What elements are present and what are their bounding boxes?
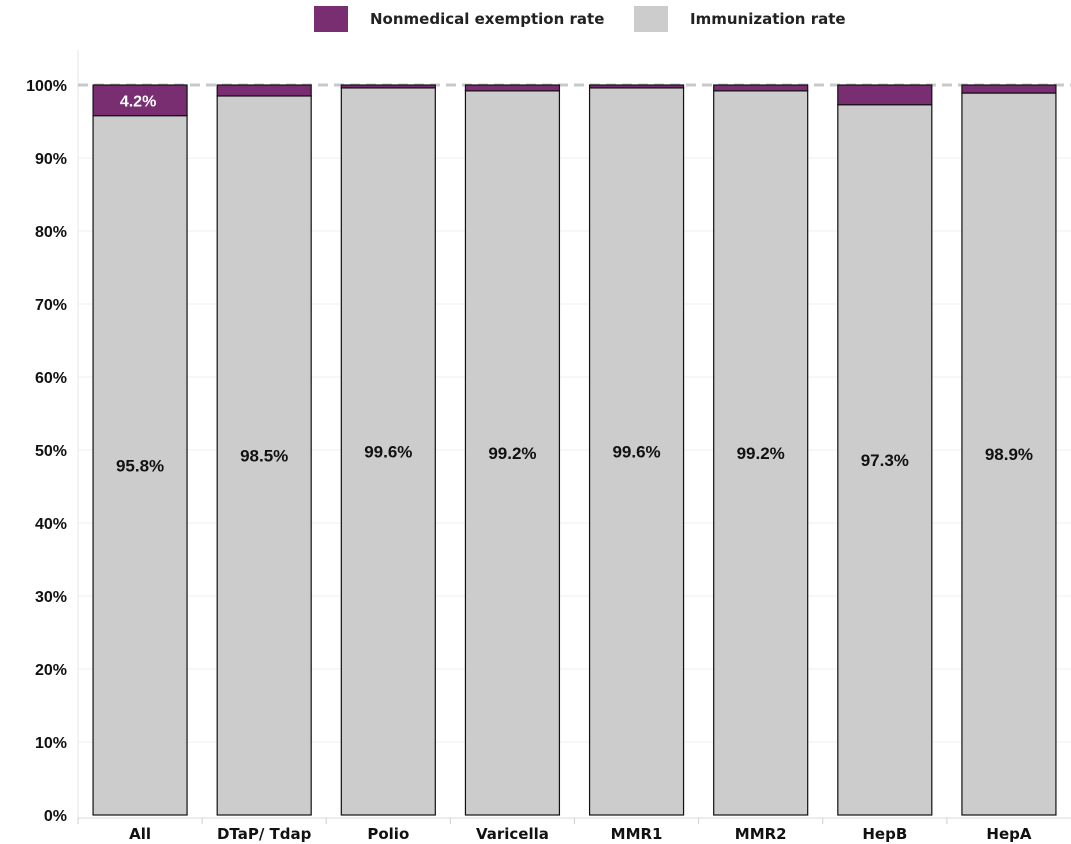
x-category-label: All xyxy=(129,825,151,843)
y-tick-label: 100% xyxy=(26,78,67,95)
bar-immunization xyxy=(464,90,561,816)
x-category-label: HepB xyxy=(862,825,907,843)
bar-immunization xyxy=(837,104,933,816)
bar-exemption xyxy=(837,84,933,106)
y-tick-label: 90% xyxy=(35,151,67,168)
data-label-immunization: 99.2% xyxy=(488,444,536,463)
bar-exemption xyxy=(464,84,561,92)
y-tick-label: 40% xyxy=(35,516,67,533)
data-label-immunization: 98.5% xyxy=(240,446,288,465)
bar-immunization xyxy=(216,95,312,816)
bar-exemption xyxy=(340,84,436,89)
data-label-immunization: 99.6% xyxy=(364,442,412,461)
legend-label-immunization: Immunization rate xyxy=(690,10,846,28)
x-category-label: Polio xyxy=(367,825,409,843)
data-label-immunization: 95.8% xyxy=(116,456,164,475)
y-tick-label: 10% xyxy=(35,735,67,752)
bar-immunization xyxy=(340,87,436,816)
y-tick-label: 20% xyxy=(35,662,67,679)
chart-legend: Nonmedical exemption rate Immunization r… xyxy=(0,6,1071,36)
legend-swatch-exemption xyxy=(314,6,348,32)
bar-immunization xyxy=(92,115,188,816)
legend-label-exemption: Nonmedical exemption rate xyxy=(370,10,605,28)
y-tick-label: 0% xyxy=(44,808,67,825)
y-tick-label: 70% xyxy=(35,297,67,314)
bar-exemption xyxy=(713,84,809,92)
data-label-immunization: 99.2% xyxy=(737,444,785,463)
x-category-label: MMR2 xyxy=(735,825,787,843)
x-category-label: MMR1 xyxy=(611,825,663,843)
bar-exemption xyxy=(961,84,1057,94)
bar-exemption xyxy=(588,84,685,89)
data-label-immunization: 97.3% xyxy=(861,451,909,470)
y-tick-label: 50% xyxy=(35,443,67,460)
bar-exemption xyxy=(216,84,312,97)
legend-item-immunization: Immunization rate xyxy=(634,6,846,32)
y-tick-label: 60% xyxy=(35,370,67,387)
legend-item-exemption: Nonmedical exemption rate xyxy=(314,6,604,32)
x-category-label: HepA xyxy=(986,825,1031,843)
legend-swatch-immunization xyxy=(634,6,668,32)
data-label-immunization: 99.6% xyxy=(612,442,660,461)
y-tick-label: 80% xyxy=(35,224,67,241)
y-tick-label: 30% xyxy=(35,589,67,606)
data-label-immunization: 98.9% xyxy=(985,445,1033,464)
data-label-exemption: 4.2% xyxy=(120,93,156,110)
x-category-label: Varicella xyxy=(476,825,549,843)
bar-exemption xyxy=(92,84,188,117)
bar-immunization xyxy=(713,90,809,816)
x-category-label: DTaP/ Tdap xyxy=(217,825,312,843)
bar-immunization xyxy=(961,92,1057,816)
